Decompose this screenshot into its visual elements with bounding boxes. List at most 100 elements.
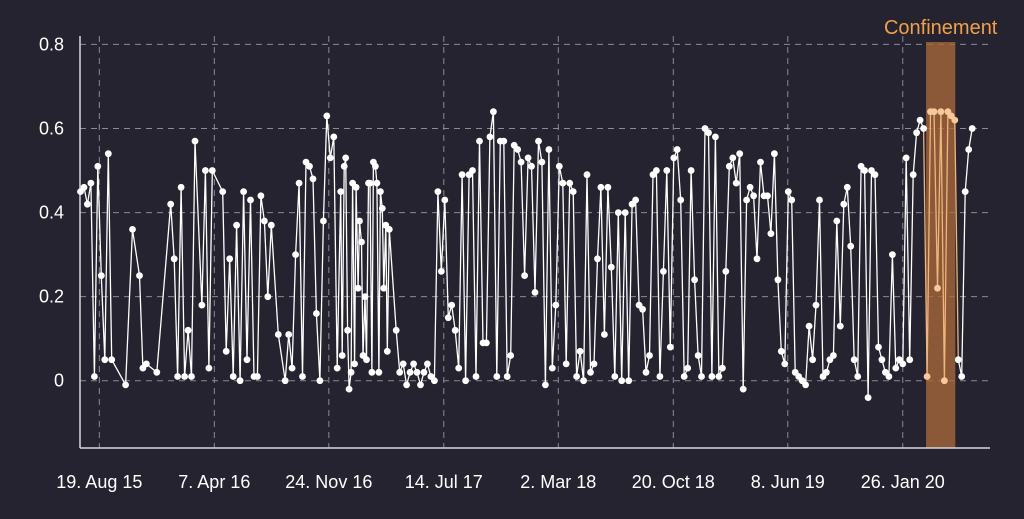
- data-point: [285, 331, 293, 338]
- data-point: [968, 125, 976, 132]
- data-point: [559, 179, 567, 187]
- data-point: [958, 373, 966, 380]
- data-point: [875, 343, 882, 351]
- y-tick-label: 0.6: [39, 118, 64, 138]
- data-point: [352, 183, 360, 191]
- data-point: [347, 368, 355, 376]
- data-point: [417, 381, 424, 389]
- data-point: [340, 162, 348, 170]
- confinement-label: Confinement: [884, 17, 998, 39]
- data-point: [666, 343, 674, 351]
- data-point: [902, 154, 910, 162]
- data-point: [788, 196, 796, 204]
- data-point: [184, 326, 192, 334]
- data-point: [729, 154, 737, 162]
- data-point: [188, 373, 195, 380]
- data-point: [413, 368, 421, 376]
- data-point: [129, 226, 136, 233]
- data-point: [521, 272, 528, 279]
- x-tick-label: 2. Mar 18: [520, 472, 596, 492]
- data-point: [316, 377, 324, 385]
- data-point: [396, 368, 404, 376]
- data-point: [281, 377, 289, 385]
- data-point: [122, 381, 129, 389]
- y-tick-label: 0.2: [39, 287, 64, 307]
- data-point: [777, 347, 785, 355]
- data-point: [87, 179, 95, 187]
- data-point: [781, 360, 789, 368]
- data-point: [569, 188, 577, 196]
- data-point: [406, 368, 414, 376]
- data-point: [899, 360, 907, 368]
- data-point: [663, 167, 671, 174]
- data-point: [198, 301, 206, 309]
- data-point: [750, 192, 757, 200]
- data-point: [937, 108, 945, 116]
- data-point: [476, 137, 483, 145]
- data-point: [368, 368, 376, 376]
- data-point: [843, 183, 851, 191]
- data-point: [885, 373, 893, 380]
- data-point: [552, 301, 560, 309]
- data-point: [656, 373, 664, 380]
- data-point: [611, 373, 619, 380]
- data-point: [356, 217, 363, 225]
- data-point: [351, 360, 358, 368]
- data-point: [84, 200, 91, 208]
- x-tick-label: 14. Jul 17: [405, 472, 483, 492]
- data-point: [153, 368, 161, 376]
- data-point: [424, 360, 431, 368]
- data-point: [91, 373, 98, 380]
- data-point: [101, 356, 109, 364]
- data-point: [719, 364, 726, 372]
- data-point: [566, 179, 574, 187]
- data-point: [517, 158, 525, 166]
- data-point: [97, 272, 105, 279]
- data-point: [458, 171, 466, 179]
- data-point: [687, 167, 695, 174]
- data-point: [333, 364, 341, 372]
- data-point: [94, 162, 102, 170]
- x-tick-label: 7. Apr 16: [178, 472, 250, 492]
- data-point: [383, 347, 391, 355]
- data-point: [632, 196, 639, 204]
- data-point: [326, 154, 334, 162]
- data-point: [743, 196, 750, 204]
- data-point: [757, 158, 764, 166]
- data-point: [437, 268, 445, 275]
- data-point: [732, 179, 740, 187]
- data-point: [257, 192, 265, 200]
- data-point: [642, 368, 650, 376]
- data-point: [373, 179, 381, 187]
- data-point: [205, 364, 213, 372]
- data-point: [170, 255, 178, 263]
- data-point: [830, 352, 837, 359]
- data-point: [764, 192, 771, 200]
- data-point: [344, 326, 351, 334]
- data-point: [805, 322, 813, 330]
- data-point: [604, 183, 612, 191]
- data-point: [548, 364, 556, 372]
- data-point: [878, 356, 886, 364]
- data-point: [354, 284, 362, 292]
- data-point: [680, 373, 688, 380]
- data-point: [431, 377, 438, 385]
- data-point: [264, 293, 272, 301]
- data-point: [840, 200, 848, 208]
- data-point: [462, 377, 469, 385]
- data-point: [705, 129, 712, 137]
- data-point: [594, 255, 601, 263]
- data-point: [528, 162, 535, 170]
- data-point: [366, 179, 374, 187]
- data-point: [573, 373, 580, 380]
- data-point: [847, 242, 855, 250]
- data-point: [580, 377, 587, 385]
- x-tick-label: 26. Jan 20: [861, 472, 945, 492]
- data-point: [854, 373, 862, 380]
- data-point: [385, 226, 393, 233]
- confinement-band: [926, 42, 956, 448]
- data-point: [590, 360, 598, 368]
- data-point: [673, 146, 681, 153]
- y-tick-label: 0.4: [39, 203, 64, 223]
- data-point: [621, 209, 629, 217]
